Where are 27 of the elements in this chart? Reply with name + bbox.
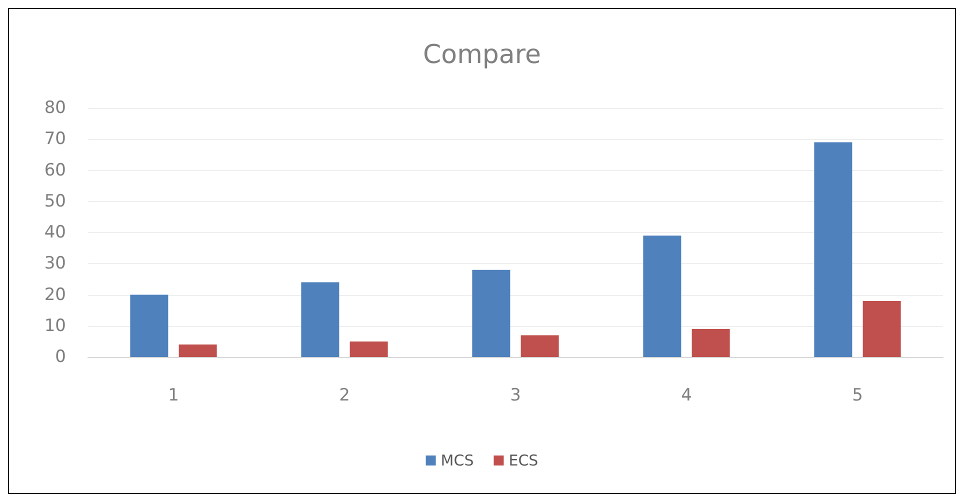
x-tick-label: 4 [681,386,692,406]
x-tick-label: 2 [339,386,350,406]
y-tick-label: 0 [55,347,66,367]
y-tick-label: 60 [44,160,66,180]
bar [520,335,559,357]
y-tick-label: 40 [44,222,66,242]
bar [692,328,730,357]
y-tick-label: 80 [44,98,66,118]
x-tick-label: 1 [168,386,179,406]
bar [814,142,852,357]
bar [301,282,340,357]
x-tick-label: 5 [852,386,863,406]
y-tick-label: 20 [44,284,66,305]
bar [472,270,510,357]
legend-label: ECS [508,452,538,470]
y-tick-label: 50 [44,191,66,212]
y-tick-label: 10 [44,316,66,336]
bar [130,294,168,357]
bar [643,236,682,357]
bar [862,300,901,357]
y-tick-label: 30 [44,254,66,274]
legend-label: MCS [440,452,474,470]
x-tick-label: 3 [510,386,521,406]
chart-title: Compare [423,40,541,70]
bar [178,344,217,357]
y-tick-label: 70 [44,129,66,150]
bar [350,341,388,357]
